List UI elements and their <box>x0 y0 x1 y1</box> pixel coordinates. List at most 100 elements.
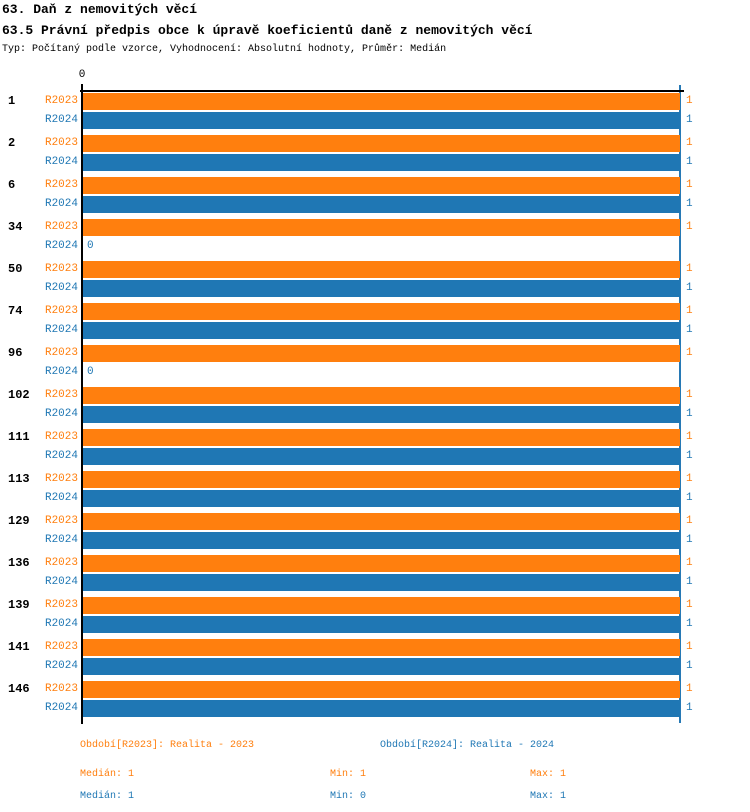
bar-r2024 <box>83 322 680 339</box>
series-row-label-r2024: R2024 <box>44 576 78 588</box>
legend-entry-r2023: Období[R2023]: Realita - 2023 <box>80 740 255 751</box>
series-row-label-r2024: R2024 <box>44 156 78 168</box>
bar-value-label: 1 <box>686 305 693 317</box>
bar-r2024 <box>83 490 680 507</box>
series-row-label-r2023: R2023 <box>44 347 78 359</box>
series-row-label-r2024: R2024 <box>44 114 78 126</box>
bar-r2024 <box>83 574 680 591</box>
bar-value-label: 1 <box>686 389 693 401</box>
bar-r2023 <box>83 513 680 530</box>
series-row-label-r2023: R2023 <box>44 263 78 275</box>
bar-r2023 <box>83 597 680 614</box>
bar-value-label: 1 <box>686 450 693 462</box>
series-row-label-r2024: R2024 <box>44 366 78 378</box>
category-label: 96 <box>8 346 23 360</box>
series-row-label-r2024: R2024 <box>44 240 78 252</box>
category-label: 102 <box>8 388 30 402</box>
series-row-label-r2023: R2023 <box>44 599 78 611</box>
bar-value-label: 0 <box>87 240 94 252</box>
bar-value-label: 1 <box>686 515 693 527</box>
bar-value-label: 1 <box>686 534 693 546</box>
bar-r2023 <box>83 261 680 278</box>
chart-title: 63. Daň z nemovitých věcí <box>2 2 198 17</box>
series-row-label-r2024: R2024 <box>44 198 78 210</box>
bar-value-label: 1 <box>686 114 693 126</box>
bar-r2024 <box>83 154 680 171</box>
stat-r2023-0: Medián: 1 <box>80 769 135 780</box>
category-label: 2 <box>8 136 16 150</box>
bar-r2023 <box>83 345 680 362</box>
bar-value-label: 1 <box>686 179 693 191</box>
bar-value-label: 1 <box>686 282 693 294</box>
bar-value-label: 1 <box>686 263 693 275</box>
series-row-label-r2024: R2024 <box>44 660 78 672</box>
stat-r2024-2: Max: 1 <box>530 791 567 802</box>
series-row-label-r2024: R2024 <box>44 534 78 546</box>
bar-r2023 <box>83 555 680 572</box>
series-row-label-r2024: R2024 <box>44 492 78 504</box>
x-axis-line <box>80 90 684 92</box>
chart-meta-line: Typ: Počítaný podle vzorce, Vyhodnocení:… <box>2 44 447 55</box>
category-label: 6 <box>8 178 16 192</box>
series-row-label-r2024: R2024 <box>44 618 78 630</box>
series-row-label-r2023: R2023 <box>44 431 78 443</box>
bar-value-label: 1 <box>686 473 693 485</box>
series-row-label-r2023: R2023 <box>44 179 78 191</box>
stat-r2024-1: Min: 0 <box>330 791 367 802</box>
series-row-label-r2023: R2023 <box>44 473 78 485</box>
bar-value-label: 1 <box>686 347 693 359</box>
bar-r2023 <box>83 303 680 320</box>
category-label: 74 <box>8 304 23 318</box>
bar-r2023 <box>83 93 680 110</box>
legend-entry-r2024: Období[R2024]: Realita - 2024 <box>380 740 555 751</box>
category-label: 113 <box>8 472 30 486</box>
bar-r2023 <box>83 219 680 236</box>
stat-r2023-2: Max: 1 <box>530 769 567 780</box>
bar-r2023 <box>83 429 680 446</box>
category-label: 146 <box>8 682 30 696</box>
category-label: 50 <box>8 262 23 276</box>
series-row-label-r2024: R2024 <box>44 408 78 420</box>
bar-value-label: 0 <box>87 366 94 378</box>
stat-r2024-0: Medián: 1 <box>80 791 135 802</box>
bar-r2024 <box>83 406 680 423</box>
bar-r2024 <box>83 280 680 297</box>
bar-r2023 <box>83 387 680 404</box>
bar-r2024 <box>83 196 680 213</box>
category-label: 34 <box>8 220 23 234</box>
bar-r2024 <box>83 112 680 129</box>
series-row-label-r2024: R2024 <box>44 702 78 714</box>
category-label: 129 <box>8 514 30 528</box>
category-label: 1 <box>8 94 16 108</box>
category-label: 136 <box>8 556 30 570</box>
bar-value-label: 1 <box>686 557 693 569</box>
series-row-label-r2023: R2023 <box>44 137 78 149</box>
y-axis-line <box>81 84 83 724</box>
bar-r2023 <box>83 639 680 656</box>
bar-r2023 <box>83 681 680 698</box>
bar-value-label: 1 <box>686 408 693 420</box>
chart-subtitle: 63.5 Právní předpis obce k úpravě koefic… <box>2 23 533 38</box>
category-label: 141 <box>8 640 30 654</box>
series-row-label-r2024: R2024 <box>44 450 78 462</box>
bar-r2024 <box>83 532 680 549</box>
x-axis-tick-zero: 0 <box>78 69 86 81</box>
bar-value-label: 1 <box>686 324 693 336</box>
bar-value-label: 1 <box>686 95 693 107</box>
stat-r2023-1: Min: 1 <box>330 769 367 780</box>
series-row-label-r2023: R2023 <box>44 683 78 695</box>
series-row-label-r2023: R2023 <box>44 221 78 233</box>
bar-r2024 <box>83 700 680 717</box>
bar-value-label: 1 <box>686 221 693 233</box>
bar-value-label: 1 <box>686 683 693 695</box>
bar-value-label: 1 <box>686 576 693 588</box>
bar-r2024 <box>83 448 680 465</box>
bar-value-label: 1 <box>686 618 693 630</box>
series-row-label-r2023: R2023 <box>44 515 78 527</box>
series-row-label-r2023: R2023 <box>44 557 78 569</box>
bar-value-label: 1 <box>686 431 693 443</box>
series-row-label-r2023: R2023 <box>44 95 78 107</box>
series-row-label-r2023: R2023 <box>44 305 78 317</box>
bar-value-label: 1 <box>686 137 693 149</box>
